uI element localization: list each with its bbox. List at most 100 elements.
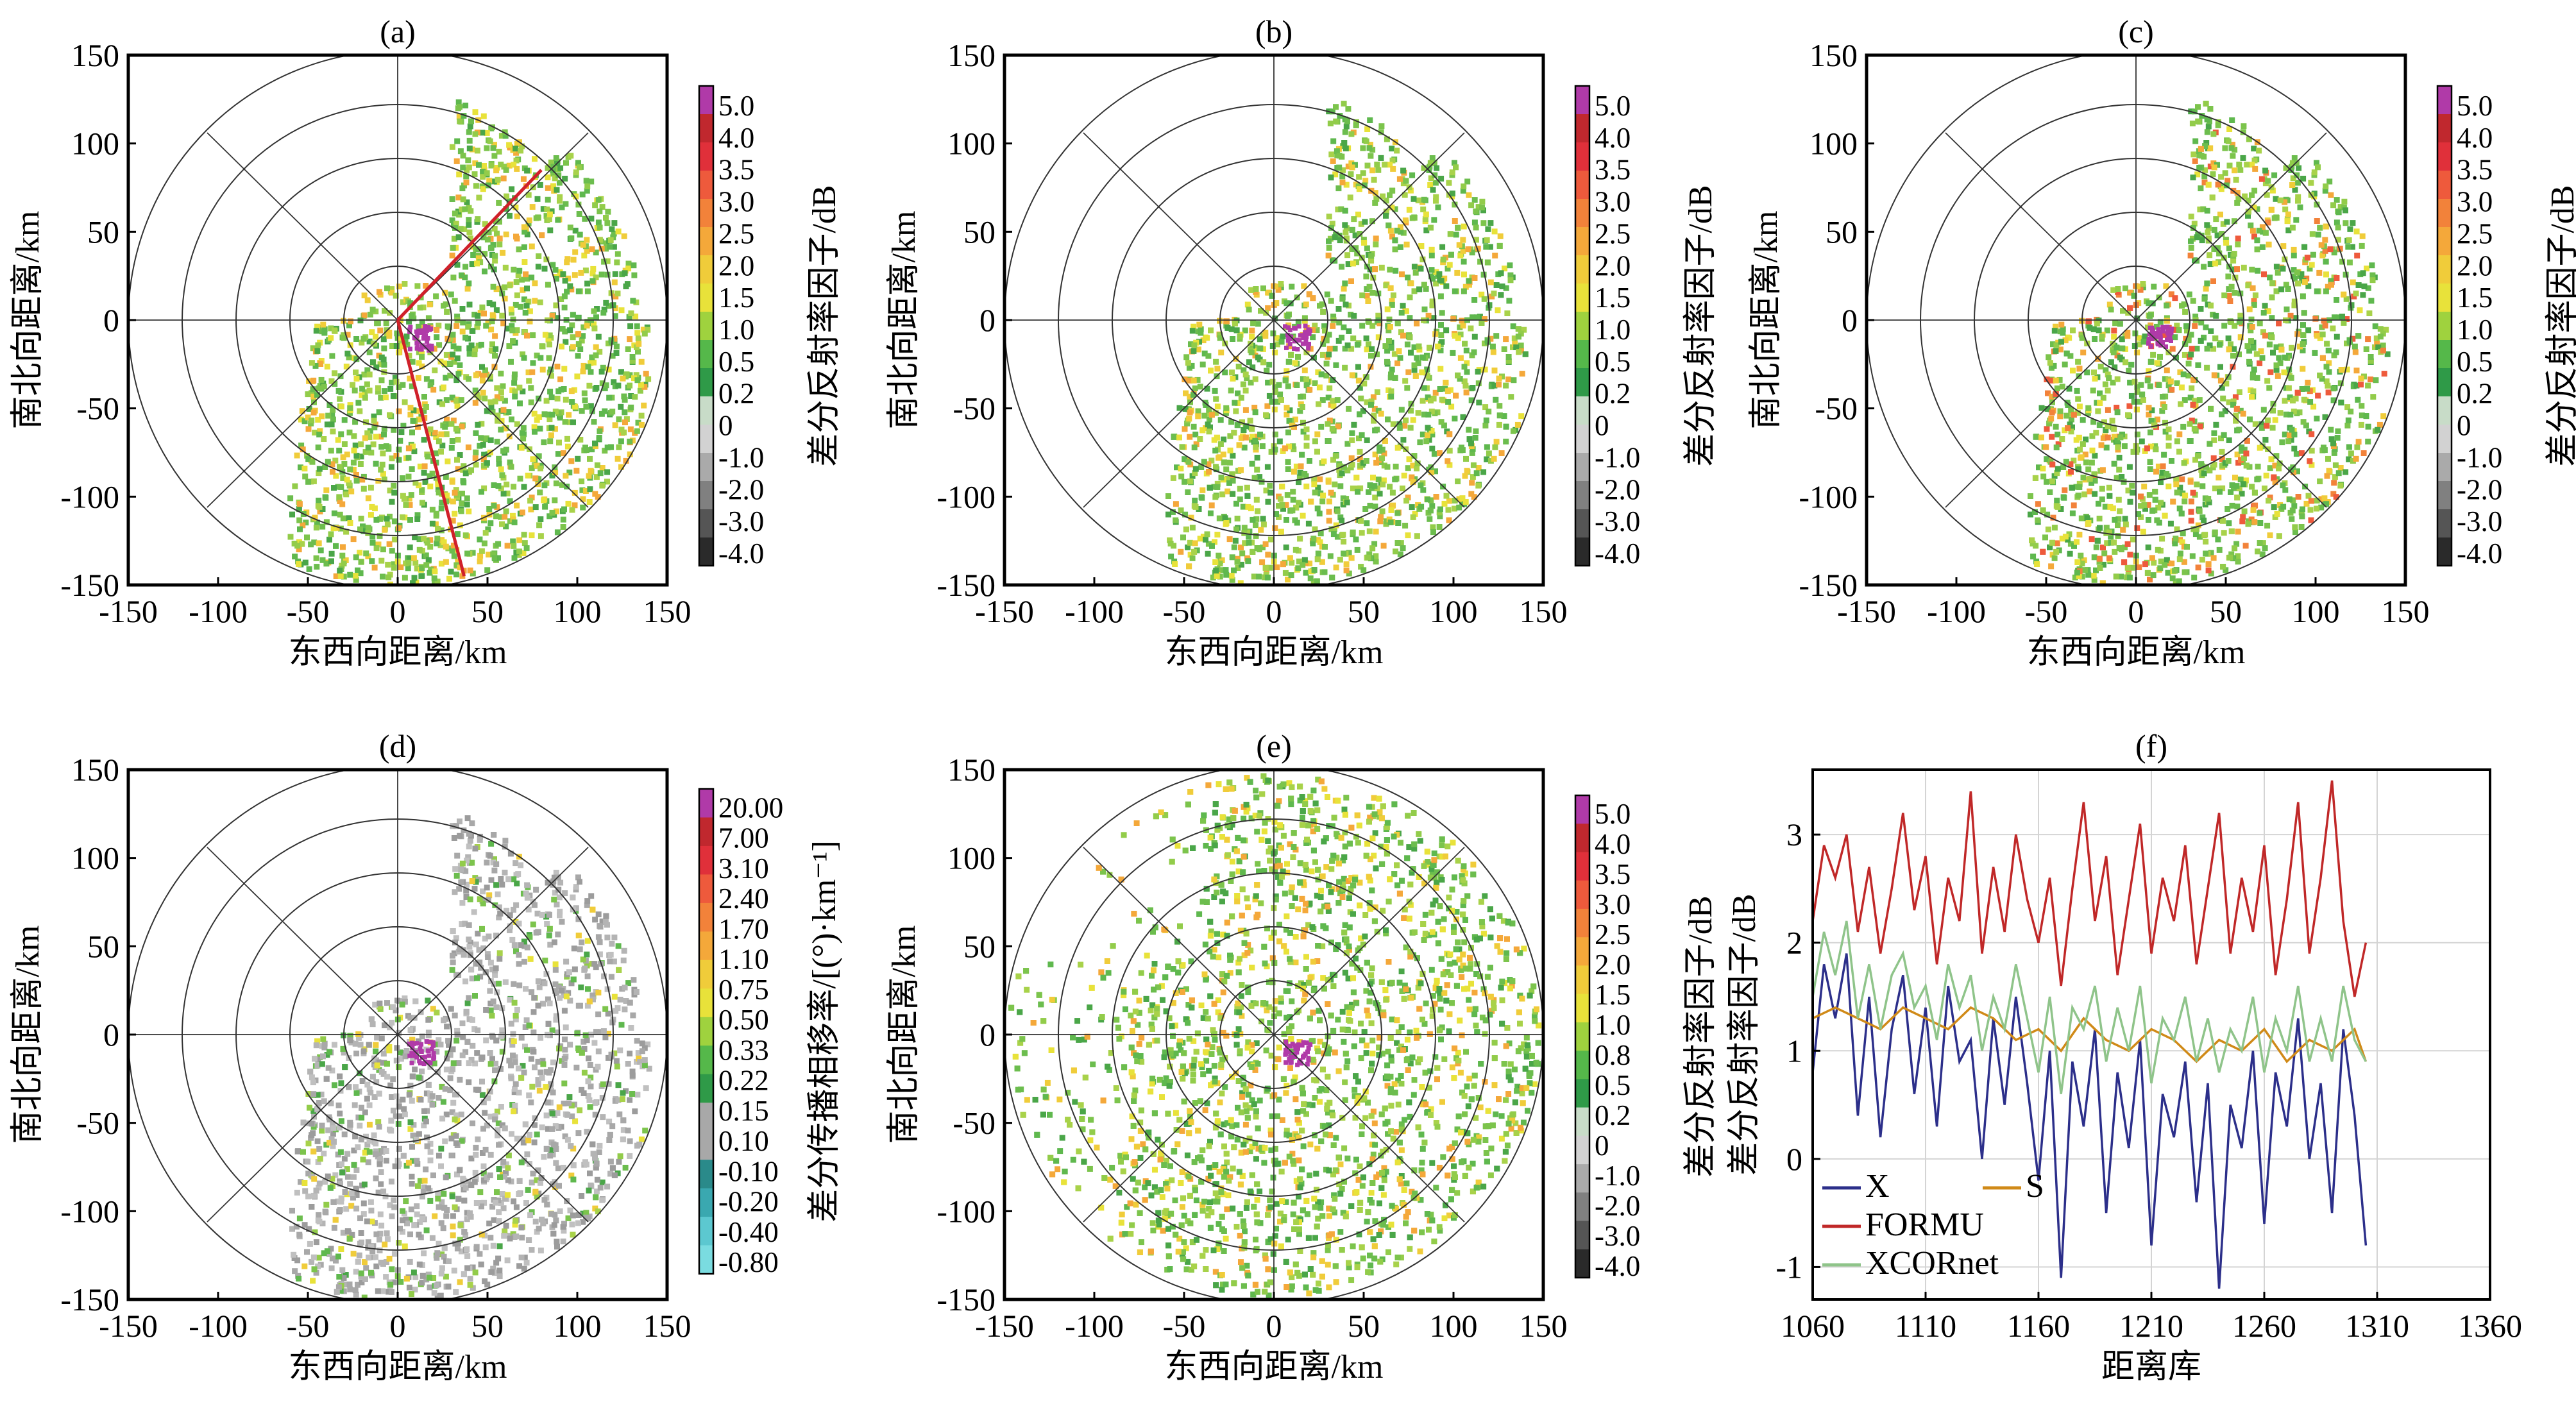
colorbar-swatch xyxy=(699,931,713,961)
colorbar-swatch xyxy=(1575,1164,1589,1193)
colorbar-tick-label: -4.0 xyxy=(1595,537,1640,570)
y-tick-label: 0 xyxy=(1842,302,1858,338)
colorbar-tick-label: -2.0 xyxy=(718,473,764,505)
colorbar-frame xyxy=(698,85,715,567)
colorbar-swatch xyxy=(699,817,713,847)
y-tick-label: 150 xyxy=(947,752,996,788)
x-tick-label: 1210 xyxy=(2119,1308,2183,1344)
colorbar-tick-label: 1.5 xyxy=(1595,282,1631,314)
legend-label: X xyxy=(1865,1168,1890,1205)
x-tick-label: 1110 xyxy=(1895,1308,1956,1344)
colorbar-swatch xyxy=(2437,340,2452,369)
colorbar-a: 5.04.03.53.02.52.01.51.00.50.20-1.0-2.0-… xyxy=(698,85,843,570)
y-tick-label: -50 xyxy=(953,1105,996,1141)
colorbar-tick-label: 2.0 xyxy=(2457,250,2493,282)
colorbar-swatch xyxy=(1575,852,1589,881)
x-tick-label: -100 xyxy=(1927,593,1986,629)
colorbar-swatch xyxy=(699,509,713,538)
panel-title: (f) xyxy=(2135,728,2167,764)
colorbar-tick-label: 5.0 xyxy=(1595,90,1631,122)
colorbar-swatch xyxy=(2437,481,2452,510)
colorbar-tick-label: -1.0 xyxy=(718,441,764,473)
colorbar-swatch xyxy=(1575,368,1589,397)
colorbar-swatch xyxy=(1575,1079,1589,1108)
colorbar-swatch xyxy=(699,114,713,143)
colorbar-swatch xyxy=(699,396,713,425)
radar-echo-field xyxy=(128,770,667,1299)
colorbar-swatch xyxy=(1575,453,1589,482)
y-tick-label: -150 xyxy=(936,567,996,603)
radial-line xyxy=(1083,847,1275,1035)
colorbar-swatch xyxy=(1575,86,1589,115)
y-axis-label: 南北向距离/km xyxy=(10,211,46,430)
colorbar-d: 20.007.003.102.401.701.100.750.500.330.2… xyxy=(698,788,843,1278)
colorbar-b: 5.04.03.53.02.52.01.51.00.50.20-1.0-2.0-… xyxy=(1574,85,1719,570)
colorbar-swatch xyxy=(1575,1192,1589,1221)
x-tick-label: -150 xyxy=(975,593,1034,629)
colorbar-tick-label: -3.0 xyxy=(1595,1220,1640,1252)
colorbar-tick-label: 0 xyxy=(1595,410,1609,442)
colorbar-label: 差分反射率因子/dB xyxy=(806,185,843,466)
x-tick-label: 0 xyxy=(1266,593,1282,629)
radial-line xyxy=(1945,319,2137,508)
colorbar-tick-label: 1.0 xyxy=(1595,1009,1631,1041)
y-tick-label: 150 xyxy=(71,752,119,788)
colorbar-tick-label: -2.0 xyxy=(1595,1190,1640,1222)
radial-line xyxy=(397,847,589,1035)
y-axis-label: 南北向距离/km xyxy=(1748,211,1784,430)
colorbar-swatch xyxy=(1575,824,1589,852)
y-tick-label: 0 xyxy=(1786,1141,1802,1177)
panel-e: -150 -100 -50 0 50 100 150 150 100 50 0 -50 -100 -150… xyxy=(886,728,1568,1385)
colorbar-tick-label: 1.70 xyxy=(718,913,769,945)
y-tick-label: -50 xyxy=(76,1105,119,1141)
colorbar-swatch xyxy=(699,789,713,818)
y-axis-label: 南北向距离/km xyxy=(10,926,46,1144)
y-tick-label: 50 xyxy=(963,214,996,250)
radial-line xyxy=(2135,132,2327,321)
colorbar-tick-label: 4.0 xyxy=(1595,122,1631,154)
x-tick-label: 1060 xyxy=(1781,1308,1845,1344)
colorbar-tick-label: 1.5 xyxy=(2457,282,2493,314)
y-tick-label: 0 xyxy=(979,1017,996,1053)
colorbar-swatch xyxy=(699,874,713,904)
colorbar-tick-label: -0.10 xyxy=(718,1155,779,1187)
y-tick-label: 100 xyxy=(947,840,996,876)
y-tick-label: -100 xyxy=(60,1193,119,1229)
colorbar-tick-label: 0.2 xyxy=(718,378,754,410)
colorbar-c: 5.04.03.53.02.52.01.51.00.50.20-1.0-2.0-… xyxy=(2436,85,2576,570)
colorbar-tick-label: -1.0 xyxy=(1595,441,1640,473)
panel-title: (d) xyxy=(379,728,416,764)
colorbar-swatch xyxy=(2437,86,2452,115)
colorbar-swatch xyxy=(699,1160,713,1189)
radial-line xyxy=(1083,319,1275,508)
colorbar-tick-label: 4.0 xyxy=(718,122,754,154)
series-line-xcornet xyxy=(1811,920,2367,1094)
colorbar-tick-label: 0.50 xyxy=(718,1004,769,1036)
x-tick-label: 50 xyxy=(471,593,504,629)
colorbar-tick-label: 3.10 xyxy=(718,852,769,884)
x-tick-label: 1360 xyxy=(2458,1308,2522,1344)
colorbar-swatch xyxy=(2437,425,2452,453)
radar-echo-field xyxy=(128,55,667,585)
colorbar-swatch xyxy=(1575,965,1589,995)
y-tick-label: 150 xyxy=(1809,37,1858,73)
colorbar-tick-label: 0.2 xyxy=(2457,378,2493,410)
colorbar-tick-label: 3.5 xyxy=(2457,154,2493,186)
radial-line xyxy=(207,1034,398,1223)
x-tick-label: 1310 xyxy=(2345,1308,2409,1344)
x-tick-label: 100 xyxy=(1430,593,1478,629)
x-tick-label: -150 xyxy=(99,593,158,629)
radial-line xyxy=(1273,1034,1465,1223)
colorbar-swatch xyxy=(2437,255,2452,284)
colorbar-swatch xyxy=(699,283,713,312)
colorbar-swatch xyxy=(699,368,713,397)
x-tick-label: 50 xyxy=(471,1308,504,1344)
colorbar-tick-label: 0.8 xyxy=(1595,1039,1631,1071)
y-tick-label: 50 xyxy=(963,928,996,964)
colorbar-swatch xyxy=(699,960,713,989)
colorbar-tick-label: -0.80 xyxy=(718,1246,779,1278)
colorbar-swatch xyxy=(699,845,713,875)
colorbar-tick-label: -2.0 xyxy=(1595,473,1640,505)
y-tick-label: 100 xyxy=(71,126,119,162)
colorbar-swatch xyxy=(1575,795,1589,824)
